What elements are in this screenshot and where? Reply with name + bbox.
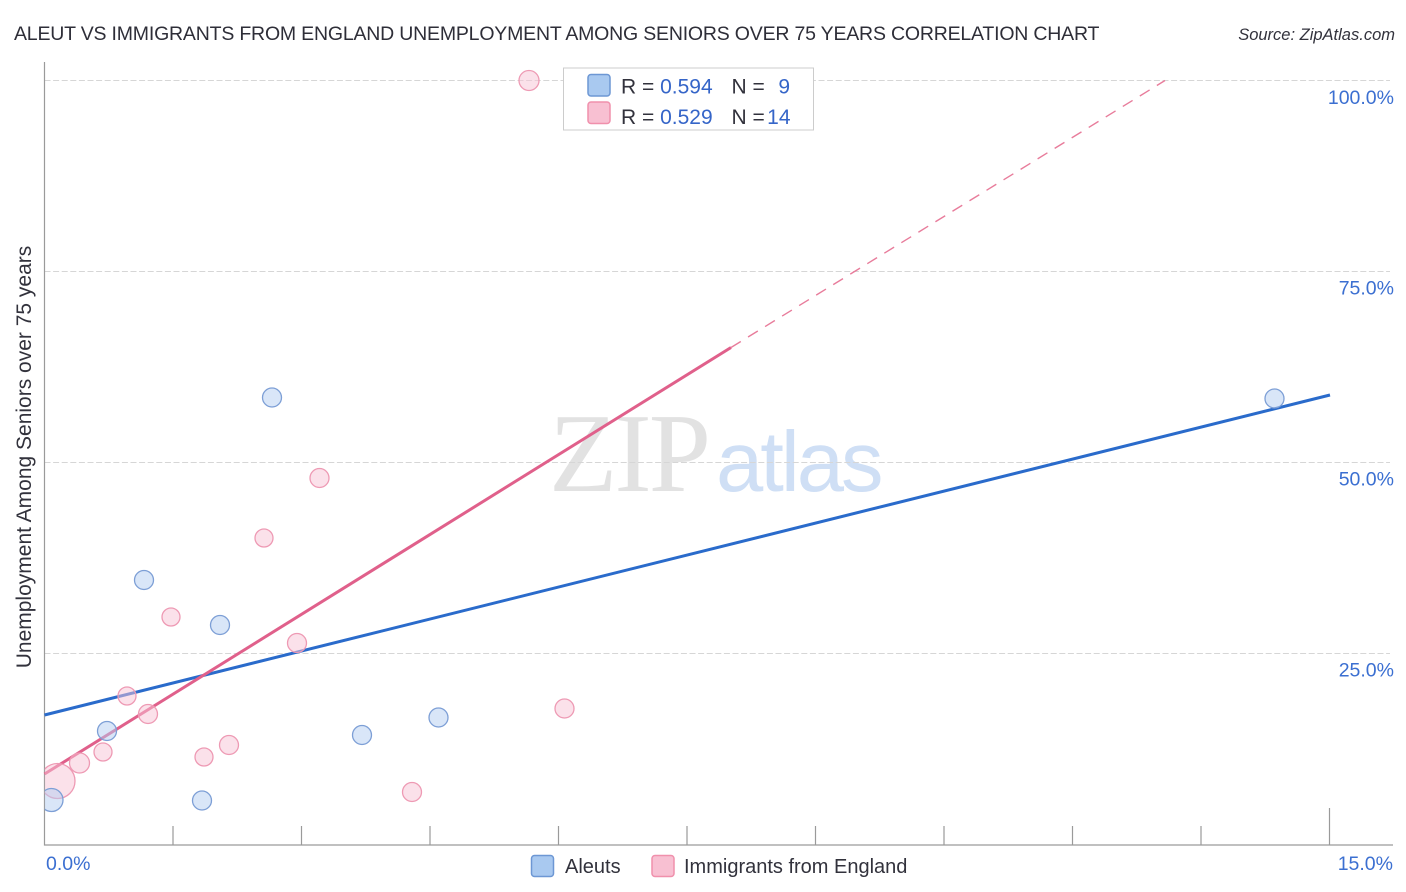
svg-text:Source: ZipAtlas.com: Source: ZipAtlas.com [1238,26,1395,44]
svg-text:Immigrants from England: Immigrants from England [684,856,907,878]
svg-text:50.0%: 50.0% [1339,469,1394,491]
svg-text:R = 0.529: R = 0.529 [621,106,713,129]
svg-text:N =: N = [732,106,765,129]
svg-text:ALEUT VS IMMIGRANTS FROM ENGLA: ALEUT VS IMMIGRANTS FROM ENGLAND UNEMPLO… [14,23,1099,45]
svg-text:Unemployment Among Seniors ove: Unemployment Among Seniors over 75 years [13,246,36,669]
svg-text:0.0%: 0.0% [46,853,90,875]
svg-text:R = 0.594: R = 0.594 [621,76,713,99]
svg-text:ZIP: ZIP [549,392,708,516]
svg-text:75.0%: 75.0% [1339,278,1394,300]
svg-text:14: 14 [767,106,791,129]
svg-text:15.0%: 15.0% [1338,853,1393,875]
svg-text:Aleuts: Aleuts [565,856,621,878]
svg-text:9: 9 [778,76,790,99]
svg-text:N =: N = [732,76,765,99]
svg-text:25.0%: 25.0% [1339,660,1394,682]
svg-text:100.0%: 100.0% [1328,87,1394,109]
